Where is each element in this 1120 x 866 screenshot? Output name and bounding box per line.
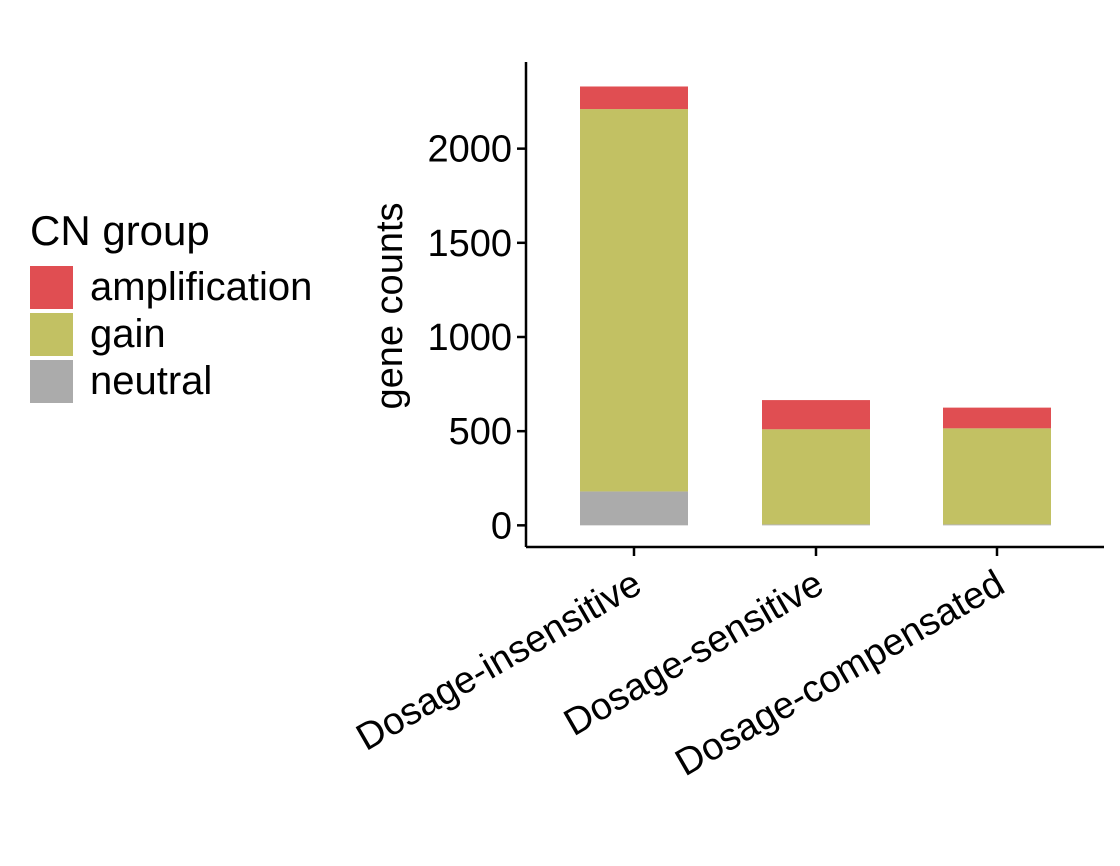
x-tick-label-0: Dosage-insensitive	[349, 562, 648, 759]
x-ticks-group: Dosage-insensitiveDosage-sensitiveDosage…	[349, 547, 1012, 785]
legend-label-amplification: amplification	[90, 265, 313, 309]
legend-swatch-neutral	[30, 360, 73, 403]
bar-neutral-2	[943, 524, 1051, 526]
bar-neutral-1	[762, 524, 870, 526]
y-tick-label-0: 0	[491, 505, 512, 547]
bar-amplification-1	[762, 400, 870, 430]
legend-item-neutral: neutral	[30, 358, 312, 405]
legend-swatch-amplification	[30, 266, 73, 309]
legend-title: CN group	[30, 207, 210, 254]
y-tick-label-2: 1000	[427, 317, 512, 359]
bar-neutral-0	[580, 491, 688, 526]
y-ticks-group: 0 500 1000 1500 2000	[427, 129, 526, 547]
legend-swatch-gain	[30, 313, 73, 356]
bar-gain-0	[580, 109, 688, 492]
legend-label-gain: gain	[90, 312, 166, 356]
legend-item-gain: gain	[30, 311, 312, 358]
legend-item-amplification: amplification	[30, 264, 312, 311]
x-tick-label-2: Dosage-compensated	[669, 562, 1012, 784]
y-tick-label-1: 500	[449, 411, 512, 453]
legend: CN group amplification gain neutral	[30, 206, 312, 405]
bars-group	[580, 86, 1051, 526]
bar-gain-2	[943, 428, 1051, 525]
bar-gain-1	[762, 429, 870, 525]
y-tick-label-3: 1500	[427, 223, 512, 265]
legend-label-neutral: neutral	[90, 359, 213, 403]
bar-amplification-0	[580, 86, 688, 110]
y-axis-title: gene counts	[369, 202, 411, 409]
bar-amplification-2	[943, 407, 1051, 429]
y-tick-label-4: 2000	[427, 129, 512, 171]
legend-items: amplification gain neutral	[30, 264, 312, 405]
